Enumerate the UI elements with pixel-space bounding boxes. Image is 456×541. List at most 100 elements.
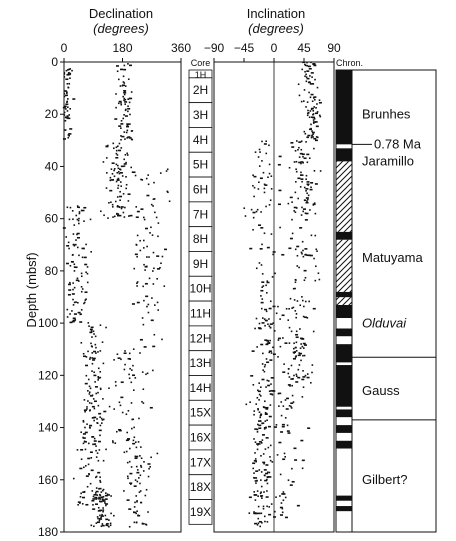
data-point — [259, 416, 262, 419]
data-point — [306, 161, 309, 164]
data-point — [258, 399, 260, 401]
data-point — [295, 333, 299, 336]
data-point — [135, 244, 138, 246]
data-point — [278, 441, 282, 444]
data-point — [259, 177, 263, 180]
data-point — [111, 162, 115, 164]
data-point — [267, 340, 270, 343]
data-point — [136, 500, 138, 503]
data-point — [111, 206, 114, 208]
data-point — [279, 495, 281, 497]
data-point — [305, 253, 307, 256]
data-point — [110, 495, 112, 497]
data-point — [250, 208, 253, 211]
polarity-interval — [336, 511, 352, 540]
core-label: 13H — [189, 356, 211, 370]
data-point — [79, 495, 82, 498]
data-point — [72, 319, 76, 322]
data-point — [315, 136, 318, 138]
data-point — [136, 281, 139, 283]
data-point — [309, 75, 311, 77]
data-point — [139, 239, 141, 242]
data-point — [301, 180, 303, 183]
data-point — [82, 352, 85, 355]
data-point — [97, 440, 101, 443]
data-point — [314, 78, 316, 81]
data-point — [306, 373, 309, 375]
data-point — [275, 496, 277, 498]
data-point — [99, 434, 101, 437]
data-point — [128, 373, 130, 376]
data-point — [301, 296, 303, 298]
data-point — [96, 452, 99, 454]
data-point — [73, 244, 76, 247]
data-point — [70, 260, 74, 263]
data-point — [89, 356, 92, 359]
data-point — [121, 411, 124, 414]
data-point — [281, 507, 284, 510]
data-point — [82, 496, 86, 499]
data-point — [124, 115, 128, 117]
data-point — [266, 478, 268, 481]
data-point — [126, 125, 130, 128]
data-point — [100, 516, 102, 519]
data-point — [288, 247, 292, 250]
data-point — [89, 482, 92, 485]
data-point — [278, 203, 282, 206]
data-point — [113, 514, 115, 517]
data-point — [300, 174, 302, 176]
data-point — [124, 103, 127, 105]
data-point — [74, 266, 78, 269]
data-point — [254, 327, 256, 330]
data-point — [68, 289, 72, 291]
data-point — [115, 384, 117, 387]
data-point — [282, 371, 286, 373]
data-point — [103, 410, 107, 413]
data-point — [298, 161, 302, 164]
data-point — [73, 263, 76, 266]
data-point — [294, 346, 297, 349]
data-point — [156, 452, 159, 455]
data-point — [86, 266, 89, 268]
data-point — [93, 374, 97, 377]
data-point — [147, 311, 150, 314]
data-point — [83, 466, 85, 469]
data-point — [120, 123, 124, 125]
data-point — [249, 401, 251, 404]
data-point — [291, 480, 295, 483]
data-point — [260, 211, 262, 213]
data-point — [136, 500, 138, 502]
data-point — [99, 517, 101, 520]
data-point — [301, 206, 303, 209]
inclination-tick-label: −90 — [204, 41, 225, 55]
data-point — [277, 339, 280, 341]
data-point — [256, 443, 260, 445]
data-point — [310, 381, 312, 384]
data-point — [151, 297, 153, 299]
data-point — [266, 281, 270, 284]
data-point — [99, 370, 102, 373]
data-point — [281, 493, 285, 495]
data-point — [260, 307, 263, 310]
data-point — [277, 305, 279, 308]
data-point — [314, 183, 318, 185]
data-point — [86, 408, 88, 410]
data-point — [260, 491, 262, 494]
data-point — [314, 212, 317, 215]
depth-axis-label: Depth (mbsf) — [24, 252, 39, 327]
data-point — [304, 374, 307, 377]
data-point — [139, 474, 142, 477]
data-point — [145, 265, 147, 268]
data-point — [125, 450, 128, 453]
chron-zone-label: Brunhes — [362, 106, 411, 121]
data-point — [266, 419, 268, 422]
depth-tick-label: 100 — [38, 316, 58, 330]
data-point — [89, 218, 92, 221]
data-point — [80, 275, 83, 278]
data-point — [287, 384, 291, 386]
data-point — [307, 184, 310, 186]
polarity-interval — [336, 161, 352, 232]
data-point — [258, 322, 261, 325]
data-point — [307, 136, 309, 139]
data-point — [110, 179, 114, 181]
